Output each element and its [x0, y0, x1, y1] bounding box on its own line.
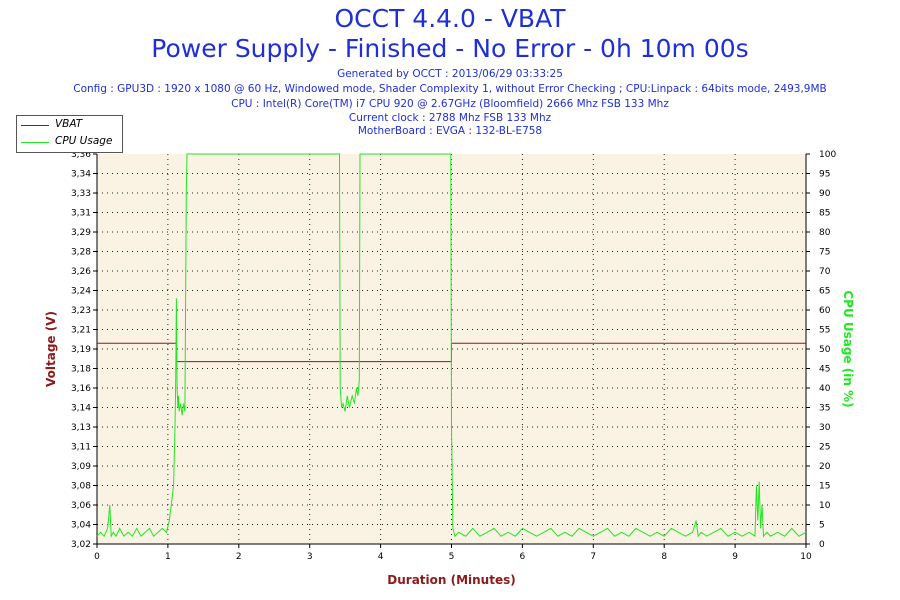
x-tick-label: 8 — [661, 552, 667, 562]
y-right-tick-label: 5 — [819, 521, 825, 531]
x-tick-label: 10 — [800, 552, 812, 562]
y-left-tick-label: 3,08 — [71, 482, 91, 492]
legend-swatch-cpu — [21, 142, 49, 143]
y-right-tick-label: 80 — [819, 228, 831, 238]
y-right-tick-label: 0 — [819, 540, 825, 550]
y-right-tick-label: 65 — [819, 287, 830, 297]
y-left-tick-label: 3,06 — [71, 501, 91, 511]
y-left-tick-label: 3,34 — [71, 170, 91, 180]
y-left-tick-label: 3,16 — [71, 384, 91, 394]
legend-swatch-vbat — [21, 125, 49, 126]
y-right-tick-label: 50 — [819, 345, 831, 355]
y-right-tick-label: 25 — [819, 443, 830, 453]
info-generated: Generated by OCCT : 2013/06/29 03:33:25 — [337, 68, 563, 80]
info-motherboard: MotherBoard : EVGA : 132-BL-E758 — [357, 125, 543, 137]
y-axis-right-title: CPU Usage (in %) — [841, 290, 855, 407]
series-line-vbat — [97, 342, 806, 363]
legend-item-cpu: CPU Usage — [17, 134, 122, 150]
y-left-tick-label: 3,21 — [71, 326, 91, 336]
y-right-tick-label: 10 — [819, 501, 831, 511]
x-tick-label: 2 — [236, 552, 242, 562]
y-left-tick-label: 3,13 — [71, 423, 91, 433]
y-right-tick-label: 15 — [819, 482, 830, 492]
legend: VBAT CPU Usage — [16, 115, 123, 153]
info-current-clock: Current clock : 2788 Mhz FSB 133 Mhz — [348, 112, 552, 124]
info-cpu: CPU : Intel(R) Core(TM) i7 CPU 920 @ 2.6… — [231, 98, 669, 110]
y-right-tick-label: 100 — [819, 150, 836, 160]
y-right-tick-label: 95 — [819, 170, 830, 180]
y-left-tick-label: 3,33 — [71, 189, 91, 199]
y-right-tick-label: 75 — [819, 248, 830, 258]
y-left-tick-label: 3,28 — [71, 248, 91, 258]
y-left-tick-label: 3,18 — [71, 365, 91, 375]
legend-item-vbat: VBAT — [17, 117, 122, 133]
y-left-tick-label: 3,11 — [71, 443, 91, 453]
x-tick-label: 5 — [449, 552, 455, 562]
y-left-tick-label: 3,24 — [71, 287, 91, 297]
y-right-tick-label: 45 — [819, 365, 830, 375]
x-tick-label: 0 — [94, 552, 100, 562]
y-right-tick-label: 30 — [819, 423, 831, 433]
y-right-tick-label: 35 — [819, 404, 830, 414]
x-tick-label: 9 — [732, 552, 738, 562]
legend-label-cpu: CPU Usage — [55, 135, 113, 147]
y-left-tick-label: 3,09 — [71, 462, 91, 472]
y-right-tick-label: 55 — [819, 326, 830, 336]
y-left-tick-label: 3,04 — [71, 521, 91, 531]
y-left-tick-label: 3,02 — [71, 540, 91, 550]
x-tick-label: 3 — [307, 552, 313, 562]
chart-subtitle: Power Supply - Finished - No Error - 0h … — [151, 34, 749, 63]
y-axis-left-title: Voltage (V) — [44, 311, 58, 387]
y-right-tick-label: 90 — [819, 189, 831, 199]
y-right-tick-label: 85 — [819, 209, 830, 219]
y-left-tick-label: 3,36 — [71, 150, 91, 160]
legend-label-vbat: VBAT — [55, 118, 83, 130]
y-left-tick-label: 3,29 — [71, 228, 91, 238]
x-tick-label: 1 — [165, 552, 171, 562]
x-tick-label: 6 — [520, 552, 526, 562]
y-left-tick-label: 3,14 — [71, 404, 91, 414]
y-left-tick-label: 3,26 — [71, 267, 91, 277]
y-left-tick-label: 3,23 — [71, 306, 91, 316]
x-tick-label: 7 — [590, 552, 596, 562]
series-line-cpu-usage — [96, 153, 807, 539]
y-right-tick-label: 60 — [819, 306, 831, 316]
info-config: Config : GPU3D : 1920 x 1080 @ 60 Hz, Wi… — [73, 83, 827, 95]
y-right-tick-label: 20 — [819, 462, 831, 472]
x-axis-title: Duration (Minutes) — [387, 573, 515, 587]
y-right-tick-label: 70 — [819, 267, 831, 277]
y-right-tick-label: 40 — [819, 384, 831, 394]
y-left-tick-label: 3,31 — [71, 209, 91, 219]
x-tick-label: 4 — [378, 552, 384, 562]
chart-title: OCCT 4.4.0 - VBAT — [334, 4, 566, 33]
y-left-tick-label: 3,19 — [71, 345, 91, 355]
